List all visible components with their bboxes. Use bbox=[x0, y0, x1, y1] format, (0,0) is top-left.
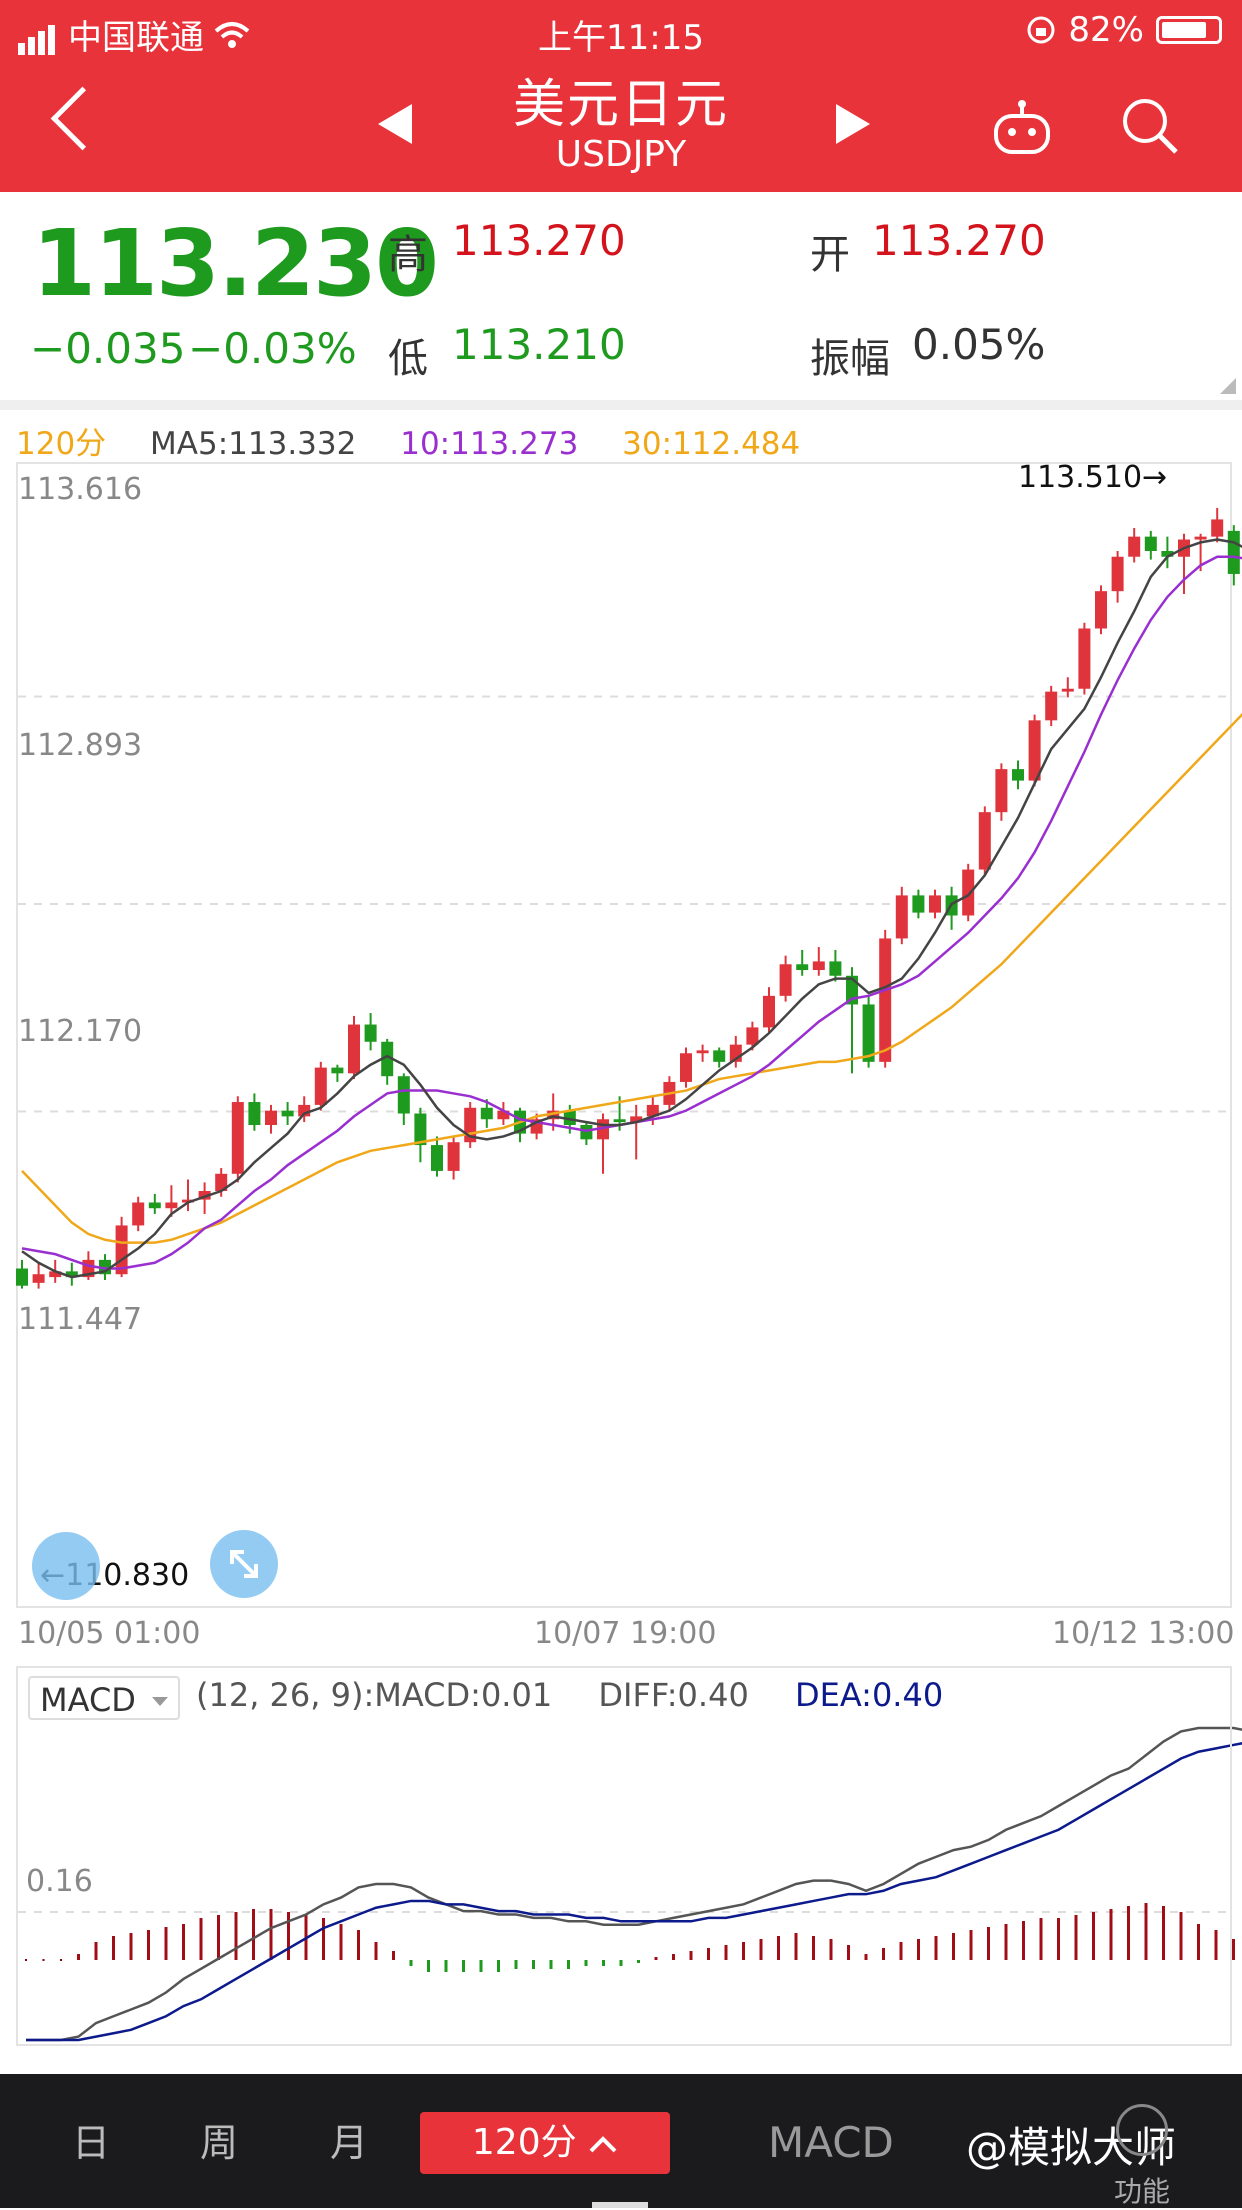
home-indicator bbox=[592, 2202, 648, 2208]
chevron-up-icon bbox=[589, 2136, 617, 2153]
ma10-label: 10:113.273 bbox=[400, 426, 579, 462]
candlestick-chart-frame[interactable] bbox=[16, 462, 1232, 1608]
high-value: 113.270 bbox=[452, 216, 626, 265]
expand-icon bbox=[230, 1550, 258, 1578]
high-label: 高 bbox=[388, 232, 428, 278]
robot-icon[interactable] bbox=[990, 100, 1054, 156]
price-tick: 112.893 bbox=[18, 728, 143, 763]
indicator-select-value: MACD bbox=[40, 1681, 136, 1719]
wifi-icon bbox=[214, 21, 250, 48]
next-symbol-icon[interactable] bbox=[836, 104, 870, 144]
signal-icon bbox=[18, 15, 58, 55]
function-icon[interactable] bbox=[1116, 2104, 1168, 2156]
tab-period-active[interactable]: 120分 bbox=[420, 2112, 670, 2174]
dea-value: DEA:0.40 bbox=[794, 1676, 944, 1714]
header-bar: 中国联通 上午11:15 82% 美元日元 USDJPY bbox=[0, 0, 1242, 192]
fullscreen-button[interactable] bbox=[210, 1530, 278, 1598]
caret-down-icon bbox=[152, 1697, 168, 1706]
low-label: 低 bbox=[388, 336, 428, 382]
battery-percent: 82% bbox=[1068, 10, 1144, 50]
price-tick: 111.447 bbox=[18, 1302, 143, 1337]
max-price-marker: 113.510→ bbox=[1018, 460, 1168, 495]
status-bar: 中国联通 上午11:15 82% bbox=[0, 0, 1242, 60]
time-tick: 10/07 19:00 bbox=[534, 1616, 717, 1651]
amplitude-value: 0.05% bbox=[912, 320, 1046, 369]
diff-value: DIFF:0.40 bbox=[598, 1676, 749, 1714]
previous-symbol-icon[interactable] bbox=[378, 104, 412, 144]
active-period-label: 120分 bbox=[471, 2122, 577, 2163]
price-change: −0.035 bbox=[30, 324, 186, 373]
macd-tick: 0.16 bbox=[26, 1864, 93, 1899]
clock: 上午11:15 bbox=[538, 18, 704, 58]
macd-params: (12, 26, 9):MACD:0.01 bbox=[196, 1676, 553, 1714]
ma30-label: 30:112.484 bbox=[622, 426, 801, 462]
indicator-select[interactable]: MACD bbox=[28, 1676, 180, 1720]
price-tick: 112.170 bbox=[18, 1014, 143, 1049]
macd-panel[interactable] bbox=[16, 1666, 1232, 2046]
ma5-label: MA5:113.332 bbox=[150, 426, 357, 462]
ma-legend: 120分 MA5:113.332 10:113.273 30:112.484 bbox=[16, 418, 834, 463]
carrier-label: 中国联通 bbox=[68, 18, 204, 58]
rotation-lock-icon bbox=[1027, 16, 1055, 44]
tab-indicator[interactable]: MACD bbox=[768, 2118, 894, 2167]
search-icon[interactable] bbox=[1118, 94, 1182, 158]
bottom-toolbar: 日 周 月 120分 MACD @模拟大师 功能 bbox=[0, 2074, 1242, 2208]
open-label: 开 bbox=[810, 232, 850, 278]
price-change-percent: −0.03% bbox=[188, 324, 357, 373]
quote-summary: 113.230 −0.035 −0.03% 高 113.270 低 113.21… bbox=[0, 192, 1242, 400]
macd-values: (12, 26, 9):MACD:0.01 DIFF:0.40 DEA:0.40 bbox=[196, 1676, 979, 1714]
symbol-code: USDJPY bbox=[555, 134, 687, 175]
divider bbox=[0, 400, 1242, 410]
page-title: 美元日元 bbox=[512, 75, 729, 135]
time-tick: 10/12 13:00 bbox=[1052, 1616, 1235, 1651]
open-value: 113.270 bbox=[872, 216, 1046, 265]
price-tick: 113.616 bbox=[18, 472, 143, 507]
tab-day[interactable]: 日 bbox=[72, 2121, 111, 2165]
tab-month[interactable]: 月 bbox=[330, 2121, 369, 2165]
last-price: 113.230 bbox=[32, 210, 439, 317]
scroll-button[interactable] bbox=[32, 1532, 100, 1600]
tab-week[interactable]: 周 bbox=[200, 2121, 239, 2165]
function-label[interactable]: 功能 bbox=[1114, 2175, 1171, 2208]
expand-corner-icon[interactable] bbox=[1220, 378, 1236, 394]
time-tick: 10/05 01:00 bbox=[18, 1616, 201, 1651]
battery-icon bbox=[1156, 16, 1222, 44]
low-value: 113.210 bbox=[452, 320, 626, 369]
amplitude-label: 振幅 bbox=[810, 336, 890, 382]
period-label: 120分 bbox=[16, 426, 107, 462]
